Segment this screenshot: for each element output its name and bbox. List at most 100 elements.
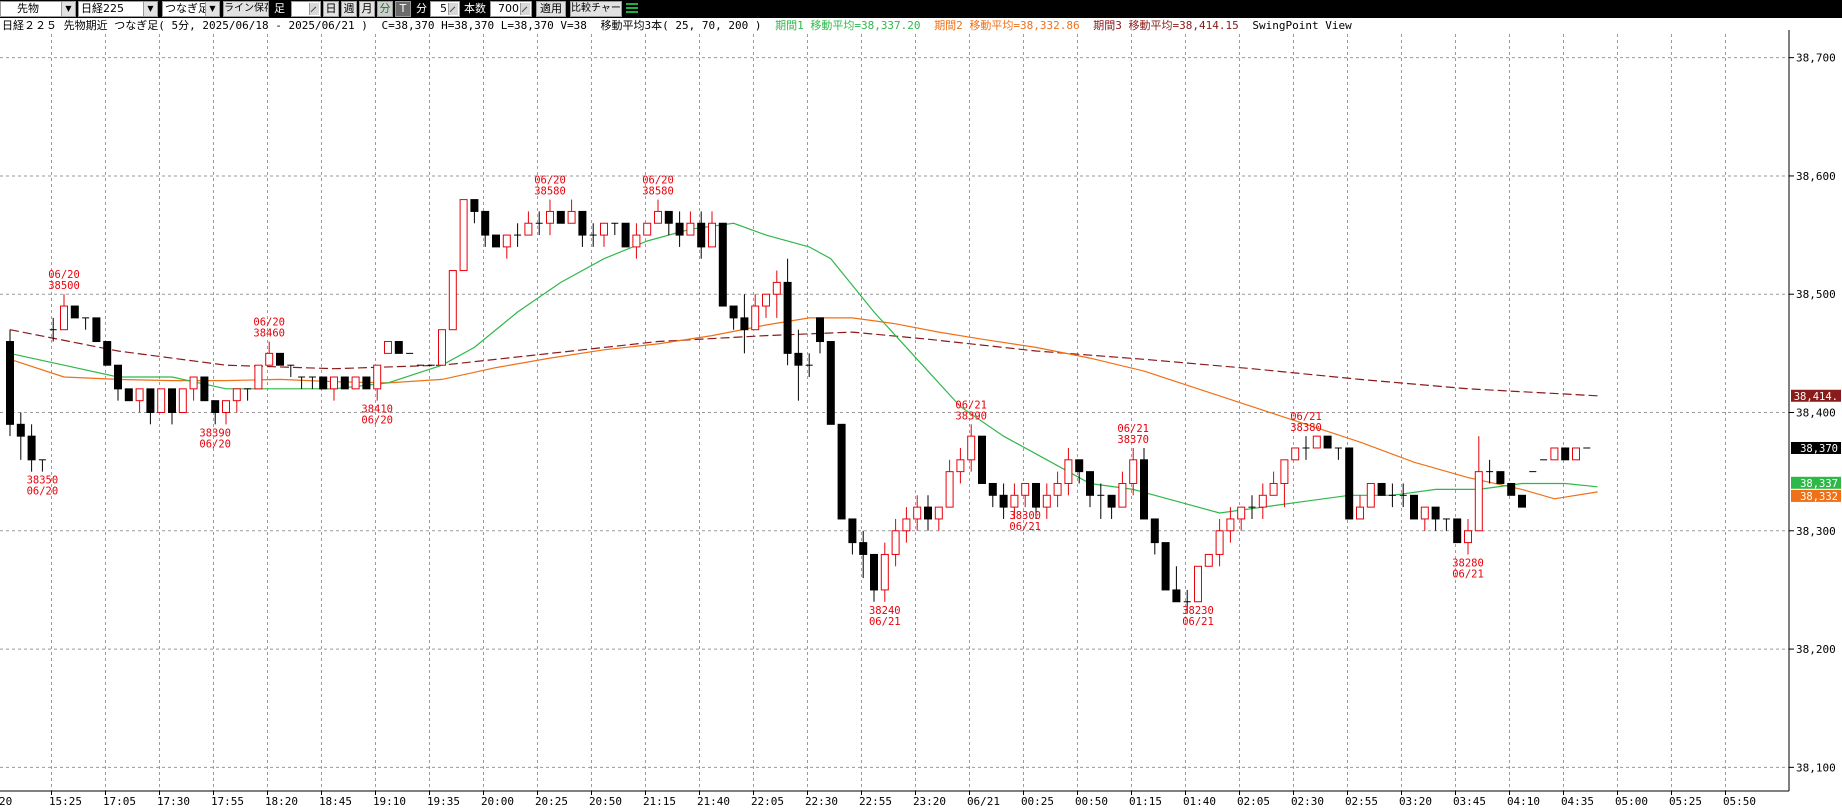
- value-label-bg: [1791, 489, 1841, 502]
- swing-label-line2: 06/20: [199, 438, 231, 450]
- candle-body: [222, 400, 230, 413]
- swing-label-line2: 38460: [253, 328, 285, 340]
- candle-body: [340, 376, 349, 390]
- candle: [1334, 447, 1342, 460]
- candle: [535, 211, 543, 236]
- swing-label-line2: 38500: [48, 280, 80, 292]
- candle-body: [1431, 506, 1440, 520]
- candle-body: [978, 435, 986, 484]
- menu-lines-icon[interactable]: [626, 3, 638, 15]
- candle-body: [902, 518, 911, 532]
- candle-body: [870, 553, 878, 591]
- x-tick-label: 04:10: [1507, 795, 1540, 808]
- candle: [1150, 518, 1159, 555]
- candle: [1399, 483, 1407, 508]
- spinner-icon: [309, 3, 319, 15]
- candle-body: [319, 376, 328, 390]
- candle-body: [189, 376, 198, 390]
- candle-body: [762, 293, 770, 307]
- minute-input[interactable]: 5: [430, 1, 460, 17]
- candle: [783, 258, 792, 366]
- candle: [38, 459, 46, 472]
- candle-body: [708, 222, 716, 248]
- candle-body: [945, 471, 954, 508]
- chart-info-bar: 日経２２５ 先物期近 つなぎ足( 5分, 2025/06/18 - 2025/0…: [2, 19, 1359, 33]
- swing-label-line1: 06/20: [48, 269, 80, 281]
- candle: [1183, 589, 1191, 614]
- candle: [978, 435, 986, 484]
- candle-body: [1053, 482, 1062, 496]
- candle: [1323, 435, 1332, 449]
- candle-body: [1150, 518, 1159, 544]
- period-month-button[interactable]: 月: [359, 1, 375, 17]
- index-select[interactable]: 日経225 ▼: [78, 1, 158, 17]
- candle: [1194, 565, 1202, 603]
- view-label: SwingPoint View: [1252, 19, 1352, 32]
- candle: [556, 210, 565, 224]
- candle-body: [1010, 494, 1019, 508]
- x-tick-label: 17:30: [157, 795, 190, 808]
- candle: [49, 317, 57, 342]
- market-select[interactable]: 先物 ▼: [0, 1, 76, 17]
- value-label-bg: [1791, 441, 1841, 454]
- candle: [891, 518, 900, 567]
- candle-body: [124, 388, 133, 402]
- x-tick-label: 06/21: [967, 795, 1000, 808]
- candle: [567, 199, 576, 224]
- candle: [232, 388, 241, 413]
- candle: [880, 542, 889, 602]
- candle: [70, 305, 79, 319]
- candle: [956, 447, 965, 484]
- candle-body: [373, 364, 382, 390]
- period-week-button[interactable]: 週: [341, 1, 357, 17]
- candle: [1431, 506, 1440, 531]
- candle: [448, 270, 457, 331]
- swing-label-line1: 38300: [1009, 510, 1041, 522]
- candle-body: [1410, 494, 1418, 520]
- candle-body: [783, 281, 792, 354]
- swing-label-line1: 06/21: [1290, 411, 1322, 423]
- candle-body: [1032, 482, 1040, 508]
- candle-body: [1129, 459, 1138, 484]
- candle-body: [1269, 482, 1278, 496]
- candle: [1021, 482, 1030, 508]
- swing-label-line1: 38350: [27, 475, 59, 487]
- swing-label-line1: 38240: [869, 605, 901, 617]
- candle: [200, 376, 209, 402]
- chevron-down-icon: ▼: [143, 2, 157, 16]
- period-tick-button[interactable]: T: [395, 1, 411, 17]
- period-day-button[interactable]: 日: [323, 1, 339, 17]
- candle-body: [1291, 447, 1300, 461]
- candle: [1032, 482, 1040, 519]
- apply-button[interactable]: 適用: [536, 1, 566, 17]
- x-tick-label: 05:25: [1669, 795, 1702, 808]
- candle-body: [16, 423, 25, 437]
- candle: [611, 222, 619, 236]
- candle: [1453, 518, 1462, 544]
- ashi-value-field[interactable]: [291, 1, 321, 17]
- candle-body: [556, 210, 565, 224]
- candle-body: [891, 530, 900, 555]
- candle: [1420, 506, 1429, 531]
- candle: [1442, 518, 1450, 531]
- y-tick-label: 38,200: [1796, 643, 1836, 656]
- candle: [751, 294, 760, 331]
- candle: [1086, 471, 1094, 508]
- save-line-button[interactable]: ライン保存: [223, 1, 269, 17]
- chart-title: 日経２２５ 先物期近 つなぎ足( 5分, 2025/06/18 - 2025/0…: [2, 19, 368, 32]
- ohlcv-readout: C=38,370 H=38,370 L=38,370 V=38: [381, 19, 587, 32]
- type-select[interactable]: つなぎ足 ▼: [162, 1, 220, 17]
- ma2-readout: 期間2 移動平均=38,332.86: [934, 19, 1080, 32]
- candle-body: [232, 388, 241, 402]
- candle-body: [265, 352, 274, 366]
- candle: [178, 388, 187, 413]
- period-minute-button[interactable]: 分: [377, 1, 393, 17]
- x-tick-label: 23:20: [913, 795, 946, 808]
- count-input[interactable]: 700: [490, 1, 532, 17]
- candle: [6, 329, 14, 437]
- candle-body: [1561, 447, 1570, 461]
- candle-body: [1453, 518, 1462, 544]
- compare-chart-button[interactable]: 比較チャート: [570, 1, 622, 17]
- x-tick-label: 01:15: [1129, 795, 1162, 808]
